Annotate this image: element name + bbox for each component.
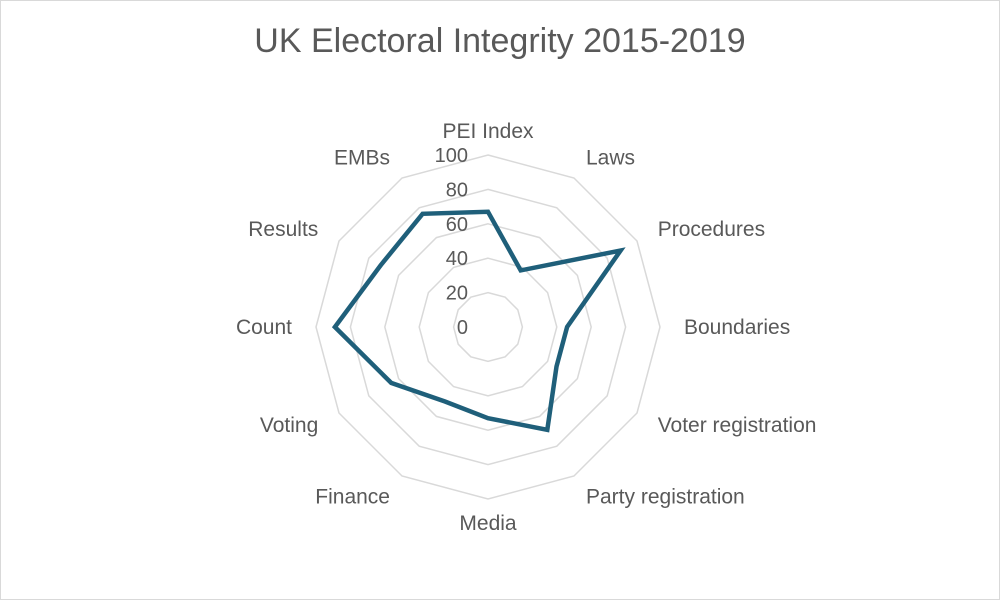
tick-label: 20 bbox=[446, 283, 468, 305]
grid-ring bbox=[418, 257, 558, 397]
grid-ring bbox=[349, 188, 627, 466]
category-label: Count bbox=[236, 316, 292, 339]
tick-label: 60 bbox=[446, 214, 468, 236]
category-label: PEI Index bbox=[442, 120, 534, 143]
category-label: Procedures bbox=[658, 218, 765, 241]
series-line bbox=[331, 209, 626, 433]
grid-ring bbox=[315, 154, 661, 500]
category-label: Results bbox=[248, 218, 318, 241]
category-label: Boundaries bbox=[684, 316, 790, 339]
category-label: Finance bbox=[315, 486, 390, 509]
grid-ring bbox=[384, 223, 592, 431]
tick-label: 40 bbox=[446, 248, 468, 270]
tick-label: 100 bbox=[435, 145, 468, 167]
grid-ring bbox=[452, 291, 524, 363]
tick-label: 80 bbox=[446, 179, 468, 201]
category-label: Laws bbox=[586, 146, 635, 169]
category-label: Voting bbox=[260, 414, 318, 437]
tick-label: 0 bbox=[457, 317, 468, 339]
chart-title: UK Electoral Integrity 2015-2019 bbox=[254, 22, 746, 60]
category-label: EMBs bbox=[334, 146, 390, 169]
category-label: Party registration bbox=[586, 486, 745, 509]
category-label: Voter registration bbox=[658, 414, 817, 437]
category-label: Media bbox=[459, 512, 517, 535]
